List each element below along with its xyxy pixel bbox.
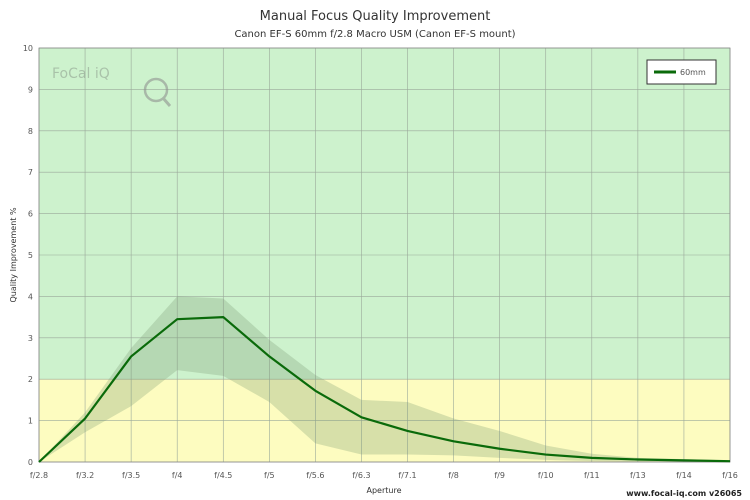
- y-tick-label-7: 7: [28, 168, 33, 177]
- x-tick-label-0: f/2.8: [30, 471, 48, 480]
- x-tick-label-4: f/4.5: [214, 471, 232, 480]
- legend-label: 60mm: [680, 68, 706, 77]
- x-tick-label-7: f/6.3: [352, 471, 370, 480]
- x-tick-label-9: f/8: [448, 471, 459, 480]
- y-tick-label-6: 6: [28, 210, 33, 219]
- x-tick-label-5: f/5: [264, 471, 275, 480]
- focal-iq-logo: FoCal iQ: [52, 66, 172, 107]
- x-tick-label-1: f/3.2: [76, 471, 94, 480]
- x-tick-label-14: f/14: [676, 471, 692, 480]
- x-tick-label-13: f/13: [630, 471, 646, 480]
- y-tick-label-1: 1: [28, 417, 33, 426]
- x-tick-label-3: f/4: [172, 471, 183, 480]
- x-tick-label-6: f/5.6: [306, 471, 324, 480]
- x-tick-label-10: f/9: [494, 471, 505, 480]
- y-tick-label-4: 4: [28, 292, 33, 301]
- series-line-group: [38, 316, 731, 463]
- chart-title: Manual Focus Quality Improvement: [260, 9, 491, 24]
- x-axis-label: Aperture: [366, 486, 401, 495]
- x-tick-label-11: f/10: [538, 471, 554, 480]
- series-line-0: [38, 316, 731, 463]
- x-tick-label-2: f/3.5: [122, 471, 140, 480]
- y-axis-ticks: 0 1 2 3 4 5 6 7 8 9 10: [23, 44, 33, 467]
- x-axis-ticks: f/2.8 f/3.2 f/3.5 f/4 f/4.5 f/5 f/5.6 f/6.3 f/7.…: [30, 471, 738, 480]
- x-tick-label-15: f/16: [722, 471, 738, 480]
- y-tick-label-3: 3: [28, 334, 33, 343]
- magnifier-icon: [143, 77, 172, 107]
- y-tick-label-2: 2: [28, 375, 33, 384]
- confidence-band-0: [39, 296, 730, 462]
- y-tick-label-0: 0: [28, 458, 33, 467]
- plot-frame: [38, 47, 731, 463]
- chart-subtitle: Canon EF-S 60mm f/2.8 Macro USM (Canon E…: [234, 29, 515, 40]
- y-axis-label: Quality Improvement %: [9, 207, 18, 302]
- grid: [38, 47, 731, 463]
- y-tick-label-9: 9: [28, 85, 33, 94]
- y-tick-label-8: 8: [28, 127, 33, 136]
- x-tick-label-8: f/7.1: [398, 471, 416, 480]
- x-tick-label-12: f/11: [584, 471, 600, 480]
- footer-credit: www.focal-iq.com v26065: [626, 489, 742, 498]
- legend: 60mm: [646, 59, 717, 85]
- y-tick-label-5: 5: [28, 251, 33, 260]
- logo-text: FoCal iQ: [52, 66, 110, 82]
- confidence-band: [39, 296, 730, 462]
- y-tick-label-10: 10: [23, 44, 33, 53]
